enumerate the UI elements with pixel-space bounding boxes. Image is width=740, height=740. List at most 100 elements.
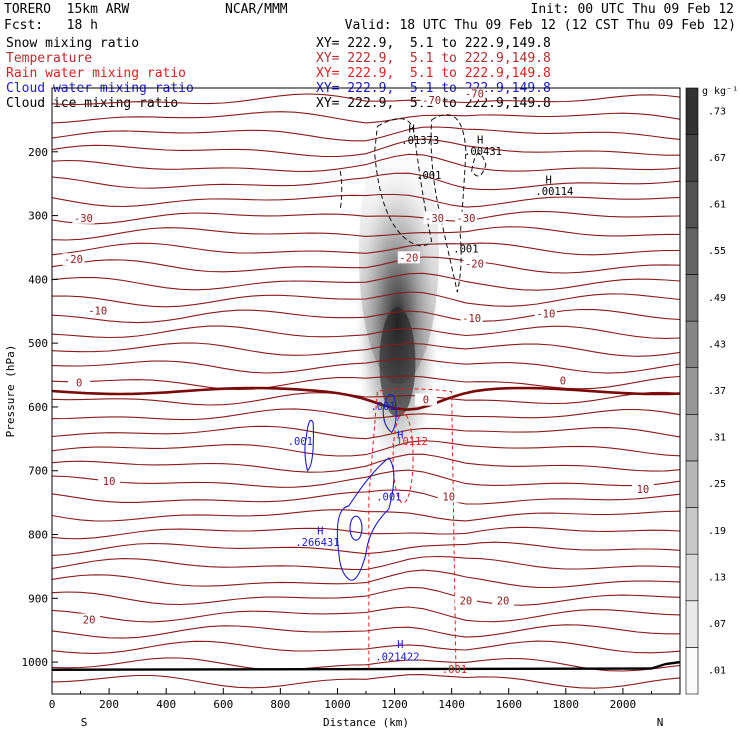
contour-label: .021422 [375, 652, 419, 664]
x-tick-label: 200 [99, 698, 119, 711]
temperature-contour [52, 440, 680, 457]
temperature-contour [52, 606, 680, 623]
temperature-label: -20 [465, 259, 484, 271]
colorbar-level-label: .73 [708, 106, 726, 117]
colorbar-segment [685, 414, 699, 462]
contour-label: .10112 [390, 436, 428, 448]
x-axis-label: Distance (km) [323, 716, 409, 729]
temperature-label: -10 [462, 313, 481, 325]
contour-label: .001 [442, 664, 467, 676]
temperature-label: 20 [83, 615, 96, 627]
x-tick-label: 1800 [553, 698, 580, 711]
temperature-label: 0 [423, 395, 429, 407]
rain-water-contour [392, 412, 414, 504]
colorbar-segment [685, 367, 699, 415]
y-tick-label: 800 [28, 529, 48, 542]
temperature-label: -10 [536, 308, 555, 320]
contour-label: .00431 [464, 146, 502, 158]
colorbar-level-label: .01 [708, 666, 726, 677]
x-tick-label: 600 [213, 698, 233, 711]
temperature-contour [52, 375, 680, 391]
temperature-label-bg [78, 613, 101, 626]
temperature-contour [52, 93, 680, 106]
temperature-contour [52, 453, 680, 473]
temperature-contour [52, 425, 680, 440]
temperature-label: 20 [460, 596, 473, 608]
field-name: Temperature [6, 51, 93, 66]
contour-label: .001 [376, 492, 401, 504]
temperature-label: -70 [465, 88, 484, 100]
temperature-label-bg [463, 87, 486, 100]
contour-label: .01373 [401, 135, 439, 147]
colorbar-level-label: .55 [708, 246, 726, 257]
contour-label: .266431 [295, 537, 339, 549]
temperature-label-bg [631, 482, 654, 495]
colorbar-segment [685, 87, 699, 135]
x-end-label-right: N [657, 716, 664, 729]
cloud-ice-contour [430, 114, 467, 293]
field-xy: XY= 222.9, 5.1 to 222.9,149.8 [316, 51, 551, 66]
colorbar-units: g kg⁻¹ [702, 86, 738, 97]
temperature-contour [52, 111, 680, 124]
temperature-contour [52, 342, 680, 357]
temperature-label: 0 [560, 375, 566, 387]
temperature-label: 20 [497, 596, 510, 608]
temperature-label-bg [72, 211, 95, 224]
terrain-line [52, 660, 680, 671]
x-tick-label: 1000 [324, 698, 351, 711]
x-tick-label: 1200 [381, 698, 408, 711]
colorbar-segment [685, 647, 699, 695]
temperature-contour [52, 526, 680, 540]
x-tick-label: 0 [49, 698, 56, 711]
colorbar-level-label: .61 [708, 200, 726, 211]
init-time: Init: 00 UTC Thu 09 Feb 12 [530, 2, 735, 17]
temperature-label: -10 [88, 305, 107, 317]
temperature-label: -70 [422, 95, 441, 107]
field-xy: XY= 222.9, 5.1 to 222.9,149.8 [316, 96, 551, 111]
contour-label: .001 [416, 170, 441, 182]
colorbar-segment [685, 320, 699, 368]
temperature-contour [52, 242, 680, 256]
cloud-ice-contour [471, 152, 487, 177]
temperature-contour [52, 357, 680, 374]
temperature-contour [52, 210, 680, 225]
high-marker: H [409, 123, 415, 135]
temperature-contour [52, 674, 680, 689]
temperature-label-bg [463, 257, 486, 270]
y-axis-label: Pressure (hPa) [4, 345, 17, 438]
temperature-contour [52, 153, 680, 172]
temperature-contour [52, 469, 680, 488]
colorbar-segment [685, 274, 699, 322]
cloud-water-contour [336, 457, 395, 581]
colorbar-level-label: .43 [708, 339, 726, 350]
y-tick-label: 200 [28, 146, 48, 159]
temperature-label: 10 [103, 476, 116, 488]
contour-label: .001 [453, 243, 478, 255]
temperature-label-bg [86, 304, 109, 317]
temperature-contour [52, 226, 680, 241]
field-xy: XY= 222.9, 5.1 to 222.9,149.8 [316, 66, 551, 81]
y-tick-label: 1000 [22, 656, 49, 669]
y-tick-label: 900 [28, 592, 48, 605]
temperature-label: 10 [637, 484, 650, 496]
temperature-contour [52, 624, 680, 639]
high-marker: H [546, 174, 552, 186]
colorbar-segment [685, 553, 699, 602]
temperature-label-bg [423, 211, 446, 224]
contour-label: .001 [288, 436, 313, 448]
temperature-contour [52, 308, 680, 324]
temperature-label: -20 [399, 252, 418, 264]
x-tick-label: 1400 [438, 698, 465, 711]
temperature-contour [52, 489, 680, 505]
temperature-contour [52, 408, 680, 421]
temperature-contour [52, 138, 680, 158]
temperature-label-bg [397, 251, 420, 264]
colorbar-level-label: .49 [708, 293, 726, 304]
colorbar-level-label: .13 [708, 572, 726, 583]
org-label: NCAR/MMM [225, 2, 288, 17]
colorbar-segment [685, 460, 699, 508]
temperature-contour [52, 509, 680, 522]
valid-time: Valid: 18 UTC Thu 09 Feb 12 (12 CST Thu … [344, 18, 736, 33]
temperature-label-bg [551, 374, 574, 387]
temperature-label-bg [68, 376, 91, 389]
